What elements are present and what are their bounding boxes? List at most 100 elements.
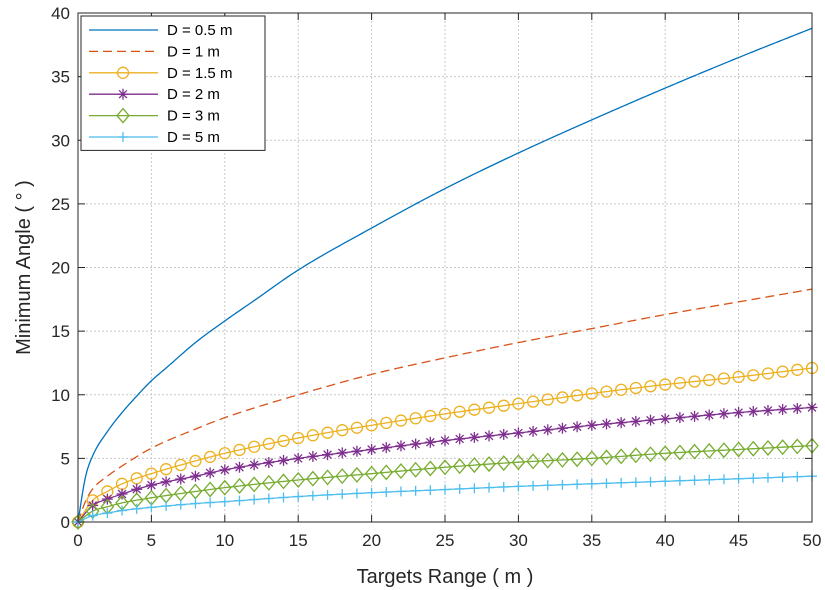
data-point [732, 370, 745, 384]
data-point [234, 495, 245, 506]
data-point [87, 510, 98, 521]
data-point [599, 449, 614, 466]
data-point [775, 439, 790, 456]
data-point [380, 416, 393, 430]
data-point [527, 425, 539, 437]
data-point [585, 387, 598, 400]
data-point [703, 373, 716, 387]
x-tick-label: 30 [509, 531, 528, 550]
data-point [600, 418, 612, 430]
data-point [307, 450, 319, 462]
data-point [571, 421, 583, 433]
data-point [248, 440, 261, 453]
data-point [116, 488, 128, 500]
data-point [131, 503, 142, 514]
legend-item: D = 1.5 m [89, 65, 232, 82]
data-point [174, 458, 187, 472]
data-point [615, 417, 627, 429]
data-point [614, 448, 629, 465]
data-point [718, 474, 729, 485]
data-point [438, 459, 452, 476]
legend-marker [116, 66, 130, 79]
data-point [645, 476, 656, 487]
data-point [659, 413, 671, 425]
data-point [630, 477, 641, 488]
data-point [409, 412, 422, 425]
data-point [454, 483, 465, 494]
series-4 [72, 401, 818, 528]
data-point [482, 456, 496, 473]
data-point [218, 447, 231, 460]
data-point [645, 414, 657, 426]
data-point [175, 499, 186, 510]
data-point [102, 508, 113, 519]
x-tick-label: 15 [289, 531, 308, 550]
data-point [511, 454, 526, 471]
data-point [189, 470, 201, 482]
data-point [306, 429, 320, 442]
data-point [293, 491, 304, 502]
data-point [540, 452, 555, 469]
data-point [555, 451, 570, 468]
data-point [453, 405, 466, 418]
data-point [336, 424, 349, 437]
data-point [483, 430, 495, 442]
y-tick-label: 25 [51, 195, 70, 214]
data-point [703, 409, 715, 421]
data-point [278, 454, 290, 466]
data-point [790, 438, 805, 455]
data-point [292, 431, 305, 445]
x-tick-label: 35 [582, 531, 601, 550]
data-point [776, 365, 789, 378]
data-point [644, 380, 657, 393]
data-point [452, 458, 467, 475]
legend-label: D = 5 m [167, 129, 220, 146]
data-point [601, 478, 612, 489]
data-point [337, 489, 348, 500]
legend-label: D = 0.5 m [167, 22, 232, 39]
data-point [761, 439, 775, 456]
data-point [131, 483, 143, 495]
data-point [761, 367, 775, 380]
data-point [306, 470, 320, 487]
y-tick-label: 0 [61, 513, 70, 532]
data-point [366, 443, 378, 455]
data-point [233, 443, 246, 457]
series-2 [77, 288, 813, 523]
data-point [395, 440, 407, 452]
x-axis-label: Targets Range ( m ) [357, 566, 534, 588]
data-point [762, 404, 774, 416]
legend-item: D = 1 m [89, 43, 220, 60]
tick-labels: 0 5 10 15 20 25 30 35 40 45 50 0 5 10 15 20 25 30 35 40 [51, 4, 821, 550]
data-point [526, 453, 540, 470]
data-point [263, 457, 275, 469]
data-point [307, 490, 318, 501]
data-point [748, 473, 759, 484]
legend-item: D = 5 m [89, 129, 220, 146]
data-point [321, 426, 334, 439]
data-point [160, 476, 172, 488]
data-point [717, 372, 731, 385]
data-point [660, 476, 671, 487]
data-point [276, 473, 291, 490]
data-point [350, 466, 364, 483]
data-point [704, 474, 715, 485]
data-point [351, 445, 363, 457]
data-point [792, 471, 803, 482]
y-tick-label: 30 [51, 131, 70, 150]
data-point [408, 461, 423, 478]
legend-box [80, 15, 266, 151]
data-point [204, 467, 216, 479]
data-point [380, 442, 392, 454]
data-point [643, 446, 658, 463]
x-tick-label: 40 [656, 531, 675, 550]
data-point [584, 450, 599, 467]
data-point [219, 464, 231, 476]
data-point [394, 463, 408, 480]
data-point [512, 427, 524, 439]
data-point [232, 477, 247, 494]
legend-marker [117, 88, 129, 100]
data-point [292, 452, 304, 464]
data-point [689, 410, 701, 422]
